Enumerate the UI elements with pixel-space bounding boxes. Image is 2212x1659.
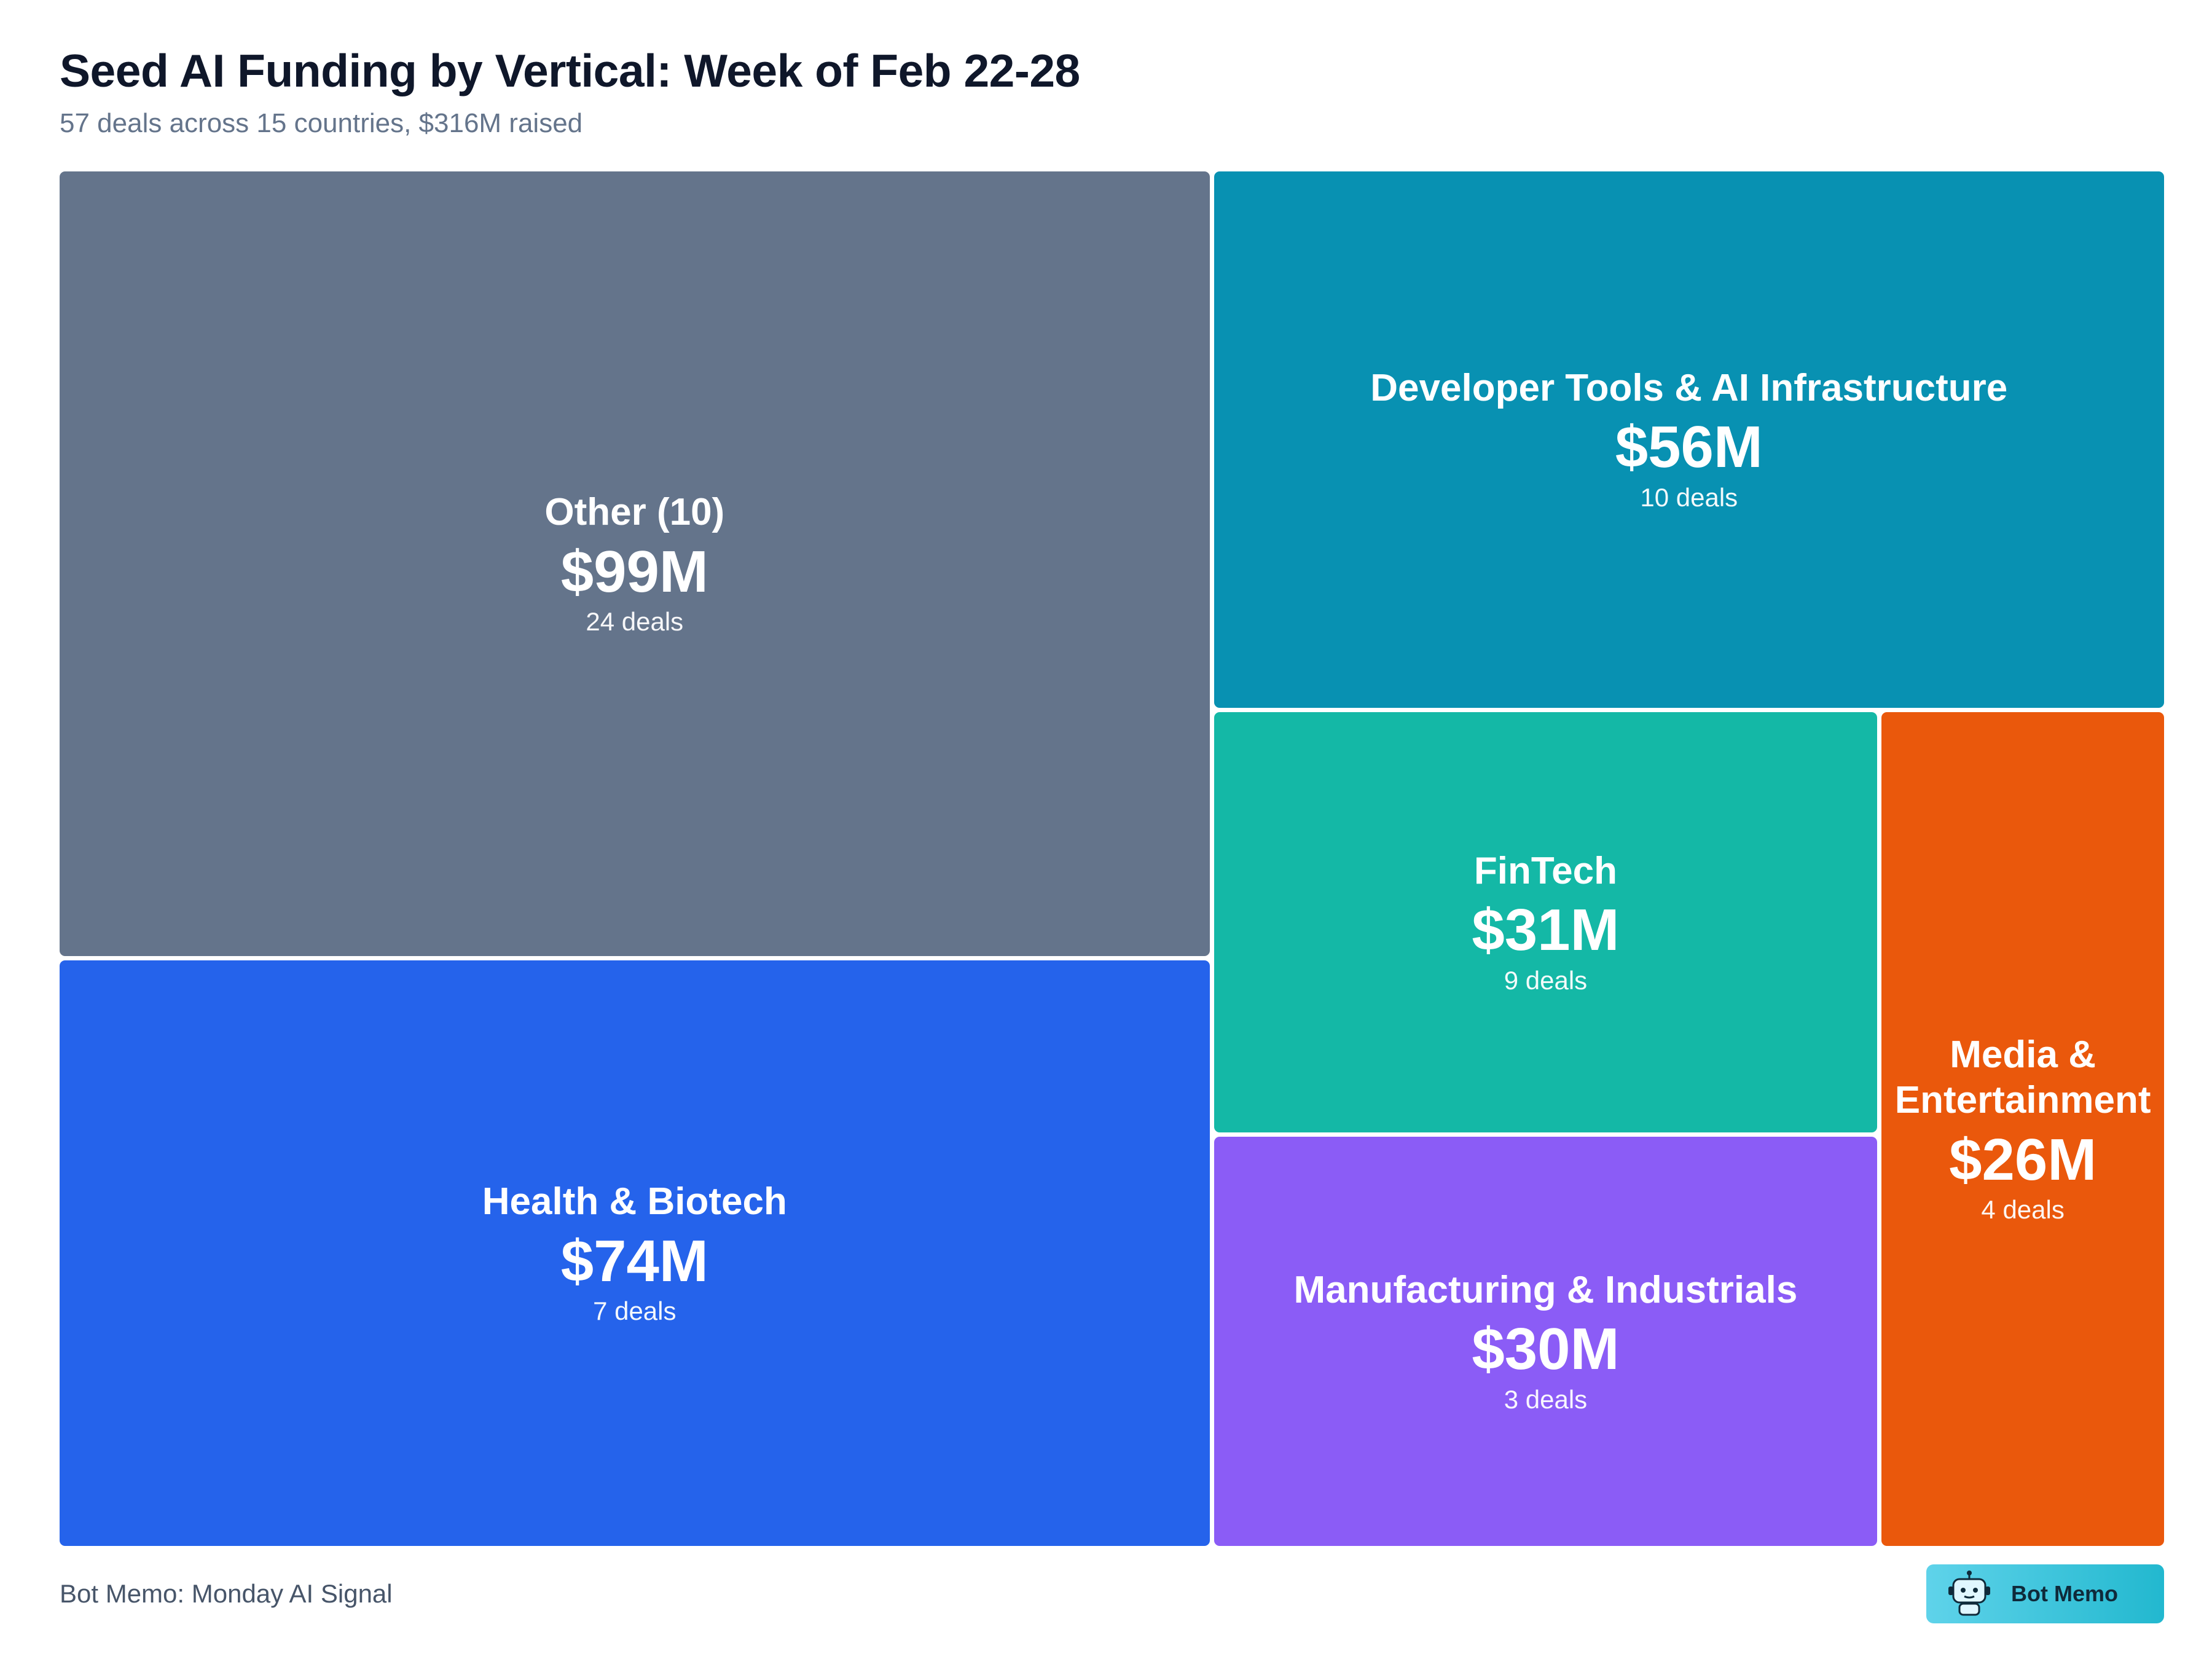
tile-other[interactable]: Other (10) $99M 24 deals bbox=[60, 171, 1210, 956]
tile-label: Health & Biotech bbox=[482, 1180, 787, 1223]
chart-subtitle: 57 deals across 15 countries, $316M rais… bbox=[60, 108, 583, 138]
tile-label: Media & Entertainment bbox=[1894, 1033, 2151, 1122]
treemap-chart: Other (10) $99M 24 deals Health & Biotec… bbox=[60, 171, 2164, 1546]
tile-manufacturing[interactable]: Manufacturing & Industrials $30M 3 deals bbox=[1214, 1137, 1878, 1546]
tile-value: $30M bbox=[1472, 1316, 1620, 1382]
tile-label: Manufacturing & Industrials bbox=[1293, 1268, 1798, 1311]
tile-developer-tools[interactable]: Developer Tools & AI Infrastructure $56M… bbox=[1214, 171, 2164, 708]
tile-value: $56M bbox=[1615, 414, 1763, 480]
tile-label: FinTech bbox=[1473, 849, 1617, 892]
tile-value: $74M bbox=[560, 1228, 708, 1294]
tile-label: Developer Tools & AI Infrastructure bbox=[1370, 367, 2008, 410]
tile-label: Other (10) bbox=[544, 491, 725, 534]
tile-deals: 24 deals bbox=[586, 607, 684, 637]
footer-source: Bot Memo: Monday AI Signal bbox=[60, 1579, 393, 1608]
tile-deals: 3 deals bbox=[1504, 1384, 1588, 1414]
tile-value: $31M bbox=[1472, 897, 1620, 963]
robot-icon bbox=[1948, 1571, 1990, 1616]
tile-value: $26M bbox=[1949, 1126, 2097, 1193]
tile-fintech[interactable]: FinTech $31M 9 deals bbox=[1214, 712, 1878, 1133]
tile-media-entertainment[interactable]: Media & Entertainment $26M 4 deals bbox=[1881, 712, 2164, 1546]
tile-value: $99M bbox=[560, 538, 708, 605]
tile-deals: 7 deals bbox=[593, 1296, 677, 1326]
tile-deals: 4 deals bbox=[1981, 1195, 2065, 1225]
chart-title: Seed AI Funding by Vertical: Week of Feb… bbox=[60, 45, 1080, 96]
tile-health-biotech[interactable]: Health & Biotech $74M 7 deals bbox=[60, 960, 1210, 1546]
tile-deals: 10 deals bbox=[1640, 483, 1738, 512]
brand-badge[interactable]: Bot Memo bbox=[1926, 1564, 2164, 1623]
brand-label: Bot Memo bbox=[2011, 1581, 2118, 1606]
tile-deals: 9 deals bbox=[1504, 965, 1588, 995]
